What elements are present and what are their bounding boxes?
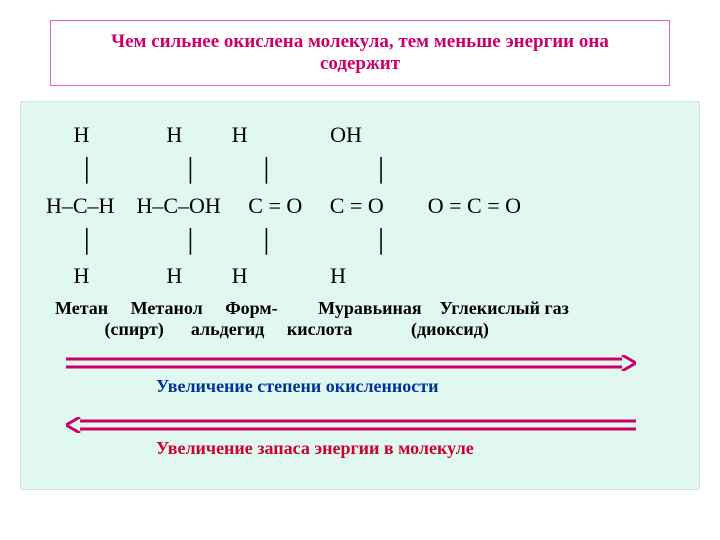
energy-arrow-icon (66, 417, 636, 433)
compound-names-line2: (спирт) альдегид кислота (диоксид) (46, 319, 674, 340)
formula-line-3: Н–С–Н Н–С–ОН С = О С = О О = С = О (46, 193, 674, 218)
formula-line-1: Н Н Н ОН (46, 122, 674, 147)
formula-line-4: │ │ │ │ (46, 228, 674, 253)
arrow-right (66, 355, 654, 371)
energy-caption: Увеличение запаса энергии в молекуле (156, 438, 674, 459)
oxidation-arrow-icon (66, 355, 636, 371)
diagram-box: Н Н Н ОН │ │ │ │ Н–С–Н Н–С–ОН С = О С = … (20, 101, 700, 490)
formula-line-2: │ │ │ │ (46, 157, 674, 182)
formula-line-5: Н Н Н Н (46, 263, 674, 288)
title-box: Чем сильнее окислена молекула, тем меньш… (50, 20, 670, 86)
oxidation-caption: Увеличение степени окисленности (156, 376, 674, 397)
arrow-left (66, 417, 654, 433)
title-text: Чем сильнее окислена молекула, тем меньш… (71, 31, 649, 75)
compound-names-line1: Метан Метанол Форм- Муравьиная Углекислы… (46, 298, 674, 319)
